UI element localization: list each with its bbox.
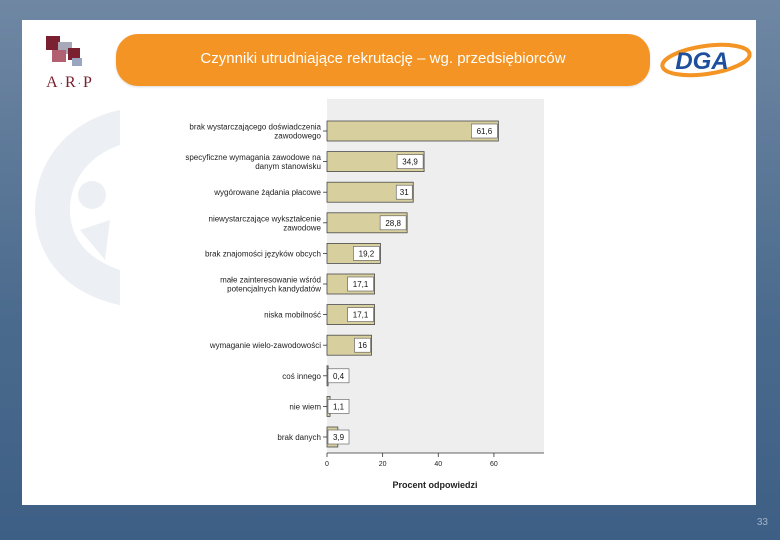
arp-logo-letters: A·R·P (46, 74, 94, 91)
arp-letter: P (83, 74, 94, 91)
page-number: 33 (756, 517, 768, 528)
arp-logo: A·R·P (30, 32, 110, 96)
arp-letter: R (64, 74, 78, 91)
slide-title-banner: Czynniki utrudniające rekrutację – wg. p… (116, 34, 650, 86)
watermark-graphic (35, 110, 120, 305)
dga-logo-text: DGA (675, 48, 728, 75)
content-panel (22, 20, 756, 505)
dga-logo: DGA (660, 42, 752, 78)
arp-letter: A (46, 74, 60, 91)
arp-logo-mark-icon (46, 36, 82, 66)
slide-title: Czynniki utrudniające rekrutację – wg. p… (200, 50, 566, 67)
